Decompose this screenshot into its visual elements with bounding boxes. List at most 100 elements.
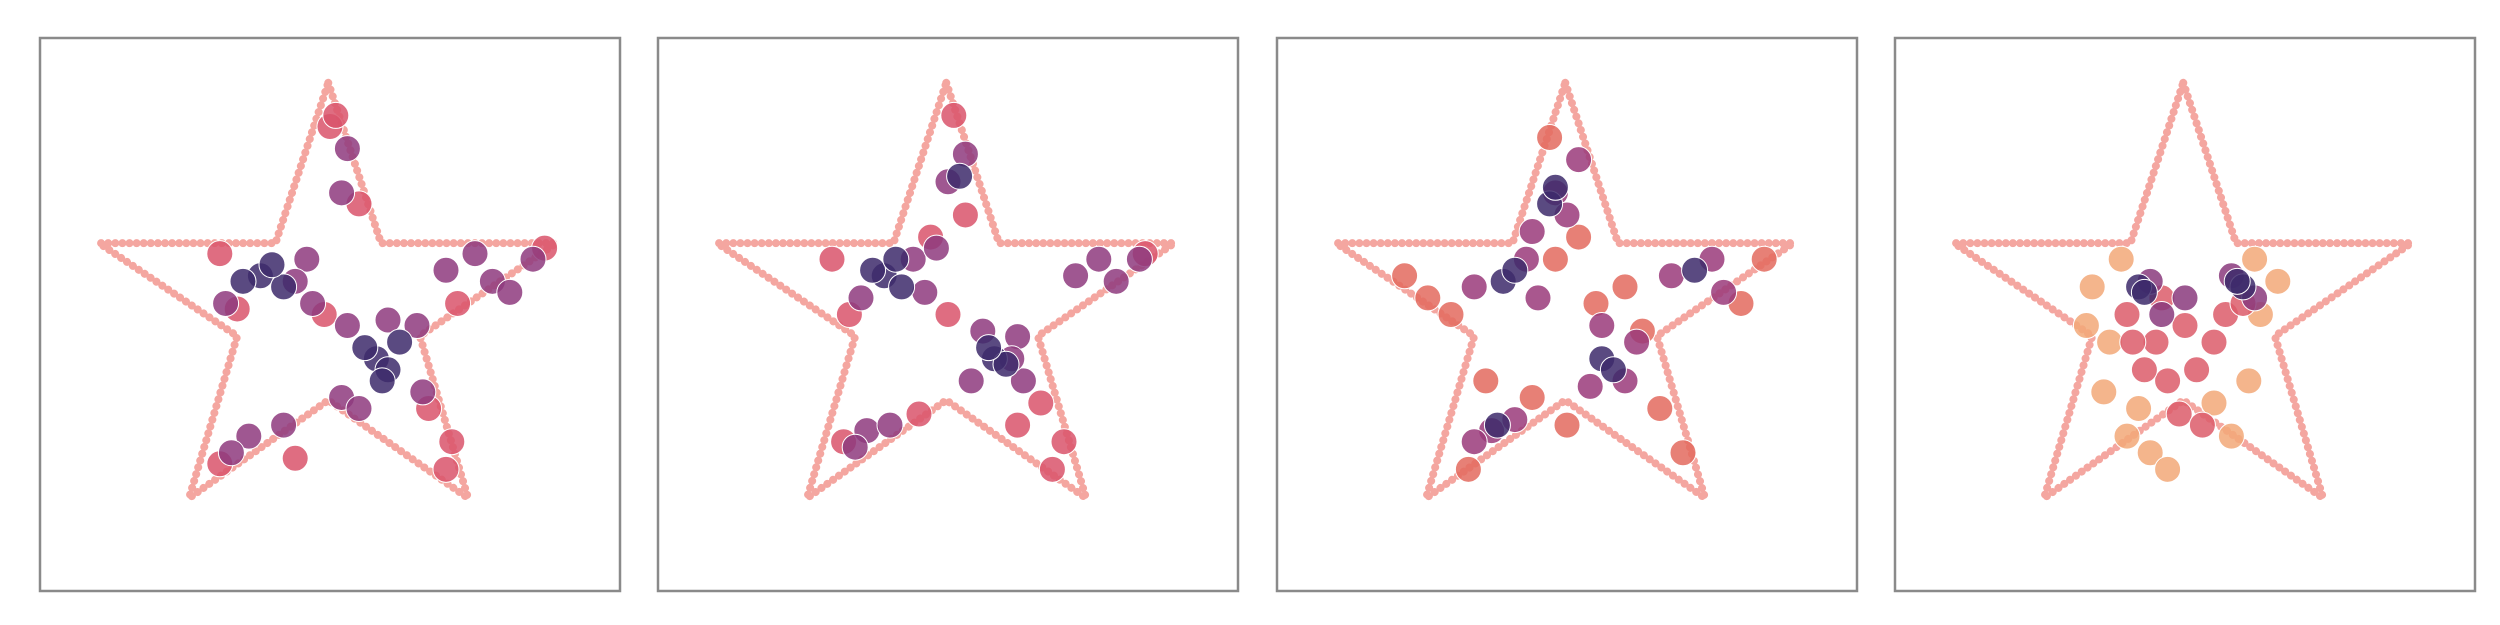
point	[1062, 262, 1090, 290]
point	[270, 273, 298, 301]
point	[1524, 284, 1552, 312]
point	[922, 234, 950, 262]
point	[1125, 245, 1153, 273]
point	[403, 312, 431, 340]
point	[818, 245, 846, 273]
point	[2090, 378, 2118, 406]
point	[328, 179, 356, 207]
point	[841, 433, 869, 461]
point	[2130, 278, 2158, 306]
point	[1460, 273, 1488, 301]
point	[2136, 439, 2164, 467]
point	[444, 289, 472, 317]
point	[1472, 367, 1500, 395]
point	[270, 411, 298, 439]
point	[1518, 218, 1546, 246]
point	[934, 301, 962, 328]
point	[461, 240, 489, 268]
point	[1576, 372, 1604, 400]
point	[229, 267, 257, 295]
point	[2113, 301, 2141, 328]
point	[432, 455, 460, 483]
point	[299, 289, 327, 317]
point	[1518, 383, 1546, 411]
point	[293, 245, 321, 273]
point	[2264, 267, 2292, 295]
point	[2107, 245, 2135, 273]
point	[322, 101, 350, 129]
point	[1681, 256, 1709, 284]
point	[1102, 267, 1130, 295]
panel-frame	[1275, 36, 1859, 593]
point	[2188, 411, 2216, 439]
point	[2142, 328, 2170, 356]
point	[911, 278, 939, 306]
point	[1437, 301, 1465, 328]
point	[333, 135, 361, 163]
panel	[38, 36, 622, 593]
point	[1050, 428, 1078, 456]
point	[333, 312, 361, 340]
point	[519, 245, 547, 273]
point	[946, 162, 974, 190]
point	[345, 395, 373, 423]
point	[2217, 422, 2245, 450]
point	[975, 334, 1003, 362]
point	[957, 367, 985, 395]
point	[2125, 395, 2153, 423]
panel	[1275, 36, 1859, 593]
point	[2078, 273, 2106, 301]
point	[1657, 262, 1685, 290]
point	[2171, 312, 2199, 340]
point	[1553, 411, 1581, 439]
point	[235, 422, 263, 450]
panel	[656, 36, 1240, 593]
point	[2154, 455, 2182, 483]
point	[432, 256, 460, 284]
point	[1009, 367, 1037, 395]
point	[496, 278, 524, 306]
point	[1085, 245, 1113, 273]
point	[1454, 455, 1482, 483]
point	[206, 240, 234, 268]
point	[847, 284, 875, 312]
point	[1414, 284, 1442, 312]
point	[2235, 367, 2263, 395]
point	[217, 439, 245, 467]
point	[2130, 356, 2158, 384]
point	[951, 201, 979, 229]
panel	[1893, 36, 2477, 593]
point	[2200, 389, 2228, 417]
point	[2096, 328, 2124, 356]
point	[368, 367, 396, 395]
star-outline	[95, 78, 561, 503]
star-outline	[1950, 78, 2416, 503]
point	[438, 428, 466, 456]
point	[1710, 278, 1738, 306]
point	[1565, 223, 1593, 251]
point	[2200, 328, 2228, 356]
point	[2183, 356, 2211, 384]
point	[1565, 146, 1593, 174]
point	[2113, 422, 2141, 450]
point	[1611, 273, 1639, 301]
point	[1027, 389, 1055, 417]
point	[1541, 173, 1569, 201]
star-outline	[1332, 78, 1798, 503]
point	[1460, 428, 1488, 456]
point	[1536, 124, 1564, 152]
point	[1541, 245, 1569, 273]
point	[2241, 245, 2269, 273]
point	[2171, 284, 2199, 312]
point	[1669, 439, 1697, 467]
point	[905, 400, 933, 428]
point	[1588, 312, 1616, 340]
point	[386, 328, 414, 356]
point	[258, 251, 286, 279]
point	[992, 350, 1020, 378]
point	[212, 289, 240, 317]
star-outline	[713, 78, 1179, 503]
point	[351, 334, 379, 362]
